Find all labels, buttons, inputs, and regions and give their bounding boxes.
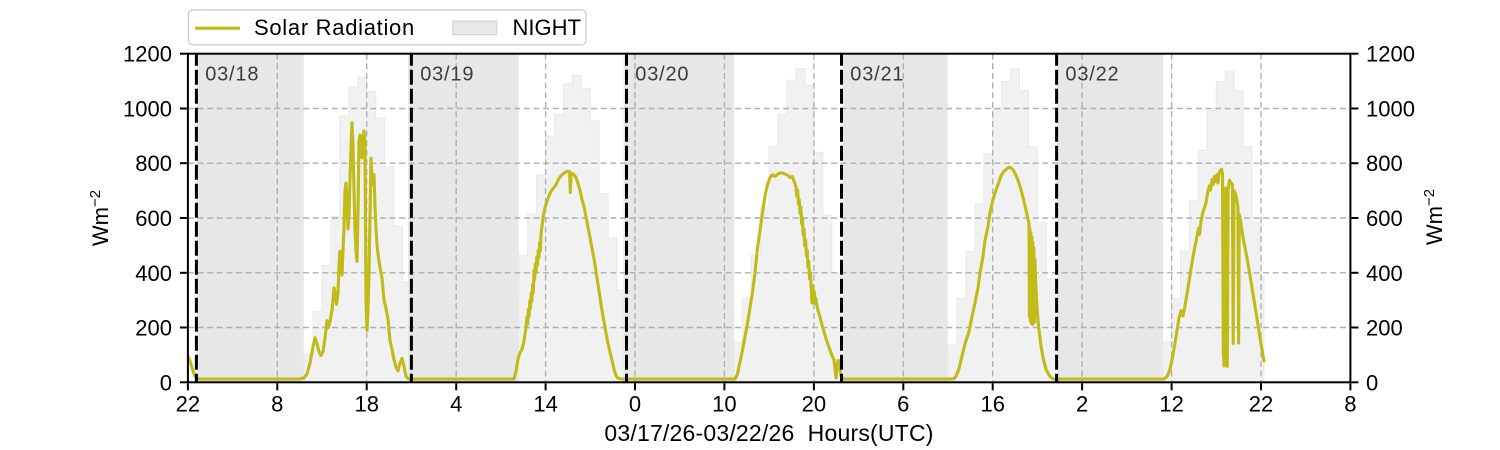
svg-text:800: 800 <box>135 151 172 176</box>
svg-text:1200: 1200 <box>1366 42 1415 67</box>
svg-text:03/19: 03/19 <box>420 64 474 86</box>
svg-text:20: 20 <box>802 392 826 417</box>
svg-text:600: 600 <box>1366 206 1403 231</box>
svg-text:1000: 1000 <box>123 97 172 122</box>
svg-text:2: 2 <box>1076 392 1088 417</box>
svg-text:600: 600 <box>135 206 172 231</box>
svg-text:03/17/26-03/22/26 Hours(UTC): 03/17/26-03/22/26 Hours(UTC) <box>604 420 933 446</box>
svg-text:16: 16 <box>980 392 1004 417</box>
svg-text:800: 800 <box>1366 151 1403 176</box>
svg-text:14: 14 <box>533 392 557 417</box>
svg-text:22: 22 <box>176 392 200 417</box>
svg-text:6: 6 <box>897 392 909 417</box>
svg-text:8: 8 <box>1344 392 1356 417</box>
svg-text:03/22: 03/22 <box>1065 64 1119 86</box>
svg-text:22: 22 <box>1249 392 1273 417</box>
svg-text:400: 400 <box>135 261 172 286</box>
svg-text:4: 4 <box>450 392 462 417</box>
svg-text:Solar Radiation: Solar Radiation <box>254 15 415 40</box>
svg-text:0: 0 <box>629 392 641 417</box>
svg-text:12: 12 <box>1159 392 1183 417</box>
svg-text:03/21: 03/21 <box>850 64 904 86</box>
svg-text:1200: 1200 <box>123 42 172 67</box>
svg-text:400: 400 <box>1366 261 1403 286</box>
svg-text:0: 0 <box>160 370 172 395</box>
svg-text:1000: 1000 <box>1366 97 1415 122</box>
svg-text:NIGHT: NIGHT <box>513 15 581 40</box>
svg-text:200: 200 <box>1366 316 1403 341</box>
svg-text:18: 18 <box>354 392 378 417</box>
svg-text:Wm−2: Wm−2 <box>1421 189 1448 245</box>
svg-text:03/20: 03/20 <box>635 64 689 86</box>
svg-text:10: 10 <box>712 392 736 417</box>
svg-text:200: 200 <box>135 316 172 341</box>
svg-text:03/18: 03/18 <box>205 64 259 86</box>
svg-text:8: 8 <box>271 392 283 417</box>
svg-text:0: 0 <box>1366 370 1378 395</box>
